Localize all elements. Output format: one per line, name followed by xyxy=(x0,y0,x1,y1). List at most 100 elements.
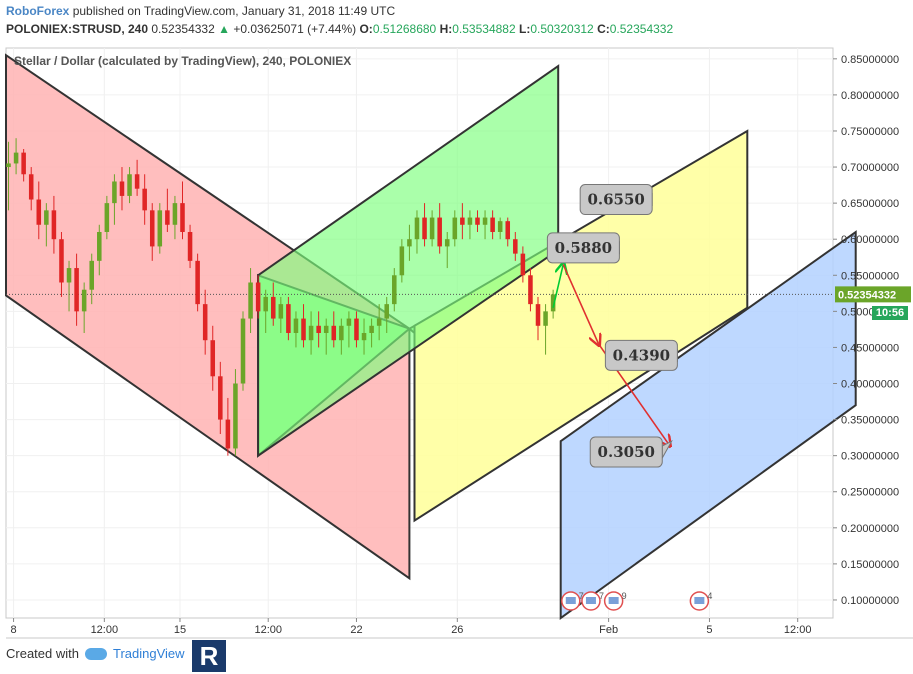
candle-body xyxy=(407,239,412,247)
candle-body xyxy=(323,325,329,333)
candle-body xyxy=(127,174,132,196)
candle xyxy=(482,210,488,240)
target-price-label: 0.4390 xyxy=(613,346,670,364)
price-tick-label: 0.30000000 xyxy=(841,451,899,463)
candle xyxy=(270,282,276,326)
candle xyxy=(513,231,518,261)
candle-body xyxy=(361,333,367,341)
economic-event-icon xyxy=(581,591,601,611)
candle-body xyxy=(195,260,200,305)
price-tick-label: 0.15000000 xyxy=(841,559,899,571)
candle-body xyxy=(376,318,382,326)
tradingview-link[interactable]: TradingView xyxy=(112,646,185,661)
target-price-label: 0.6550 xyxy=(587,191,644,209)
callout-box xyxy=(579,184,653,216)
price-tick-label: 0.20000000 xyxy=(841,523,899,535)
callout-box xyxy=(546,232,620,264)
candle-body xyxy=(28,174,34,200)
candle-body xyxy=(286,304,291,333)
price-tick-label: 0.45000000 xyxy=(841,342,899,354)
candle xyxy=(369,318,374,348)
candle-body xyxy=(308,325,314,341)
time-tick-label: 12:00 xyxy=(254,624,282,636)
candle xyxy=(497,217,503,240)
symbol-line: POLONIEX:STRUSD, 240 0.52354332 ▲ +0.036… xyxy=(6,22,673,36)
candle xyxy=(104,195,110,240)
candle-body xyxy=(392,275,397,305)
candle xyxy=(255,275,261,319)
candle xyxy=(429,210,435,247)
price-tick-label: 0.40000000 xyxy=(841,379,899,391)
candle-body xyxy=(134,174,140,189)
open-label: O: xyxy=(359,22,373,36)
candle-body xyxy=(44,210,49,225)
candle xyxy=(44,203,49,247)
candle-body xyxy=(422,217,427,240)
candle-body xyxy=(520,253,526,276)
candle xyxy=(301,304,306,348)
candle xyxy=(180,181,185,240)
candle-body xyxy=(142,188,147,211)
time-tick-label: 5 xyxy=(706,624,712,636)
candle xyxy=(316,311,321,348)
price-tick-label: 0.60000000 xyxy=(841,234,899,246)
candle xyxy=(399,239,405,283)
candle xyxy=(263,289,268,333)
candle-body xyxy=(13,152,19,164)
candle-body xyxy=(497,221,503,232)
candle-body xyxy=(112,181,117,204)
candle-body xyxy=(187,231,193,261)
time-tick-label: 8 xyxy=(11,624,17,636)
time-tick-label: 22 xyxy=(350,624,362,636)
candle-body xyxy=(543,311,548,326)
time-tick-label: 26 xyxy=(451,624,463,636)
candle-body xyxy=(354,318,359,341)
candle xyxy=(36,181,42,240)
candle xyxy=(187,224,193,269)
candle xyxy=(142,174,147,225)
candle-body xyxy=(165,210,170,225)
candle-body xyxy=(444,239,450,247)
open-value: 0.51268680 xyxy=(372,22,437,36)
candle-body xyxy=(218,376,223,420)
event-flag-inner xyxy=(565,597,576,604)
candle xyxy=(112,174,117,225)
candle xyxy=(543,304,548,355)
candle-body xyxy=(293,318,299,333)
event-count: 9 xyxy=(622,591,627,601)
candle-body xyxy=(21,152,26,175)
time-tick-label: 12:00 xyxy=(784,624,812,636)
bar-countdown: 10:56 xyxy=(872,306,908,320)
candle-body xyxy=(513,239,518,254)
candle-body xyxy=(59,239,64,283)
last-price: 0.52354332 xyxy=(151,22,215,36)
candle-body xyxy=(467,217,473,225)
candle-body xyxy=(528,275,533,305)
candle xyxy=(384,296,389,333)
candle xyxy=(225,397,231,456)
candle-body xyxy=(482,217,488,225)
candle-body xyxy=(157,210,163,247)
candle xyxy=(346,311,352,348)
candle xyxy=(550,289,556,319)
close-value: 0.52354332 xyxy=(609,22,674,36)
candle-body xyxy=(429,217,435,240)
price-tick-label: 0.85000000 xyxy=(841,54,899,66)
candle xyxy=(414,210,420,254)
candle xyxy=(339,318,344,355)
candle-body xyxy=(505,221,511,240)
candle xyxy=(361,318,367,355)
candle-body xyxy=(233,383,238,449)
candle xyxy=(21,149,26,182)
candle-body xyxy=(369,325,374,333)
event-count: 7 xyxy=(579,591,584,601)
target-price-label: 0.3050 xyxy=(598,443,655,461)
candle-body xyxy=(66,268,72,283)
author-link[interactable]: RoboForex xyxy=(6,4,70,18)
candle-body xyxy=(89,260,94,290)
candle xyxy=(6,141,11,211)
price-tick-label: 0.55000000 xyxy=(841,270,899,282)
candle-body xyxy=(414,217,420,240)
candle-body xyxy=(535,304,541,326)
